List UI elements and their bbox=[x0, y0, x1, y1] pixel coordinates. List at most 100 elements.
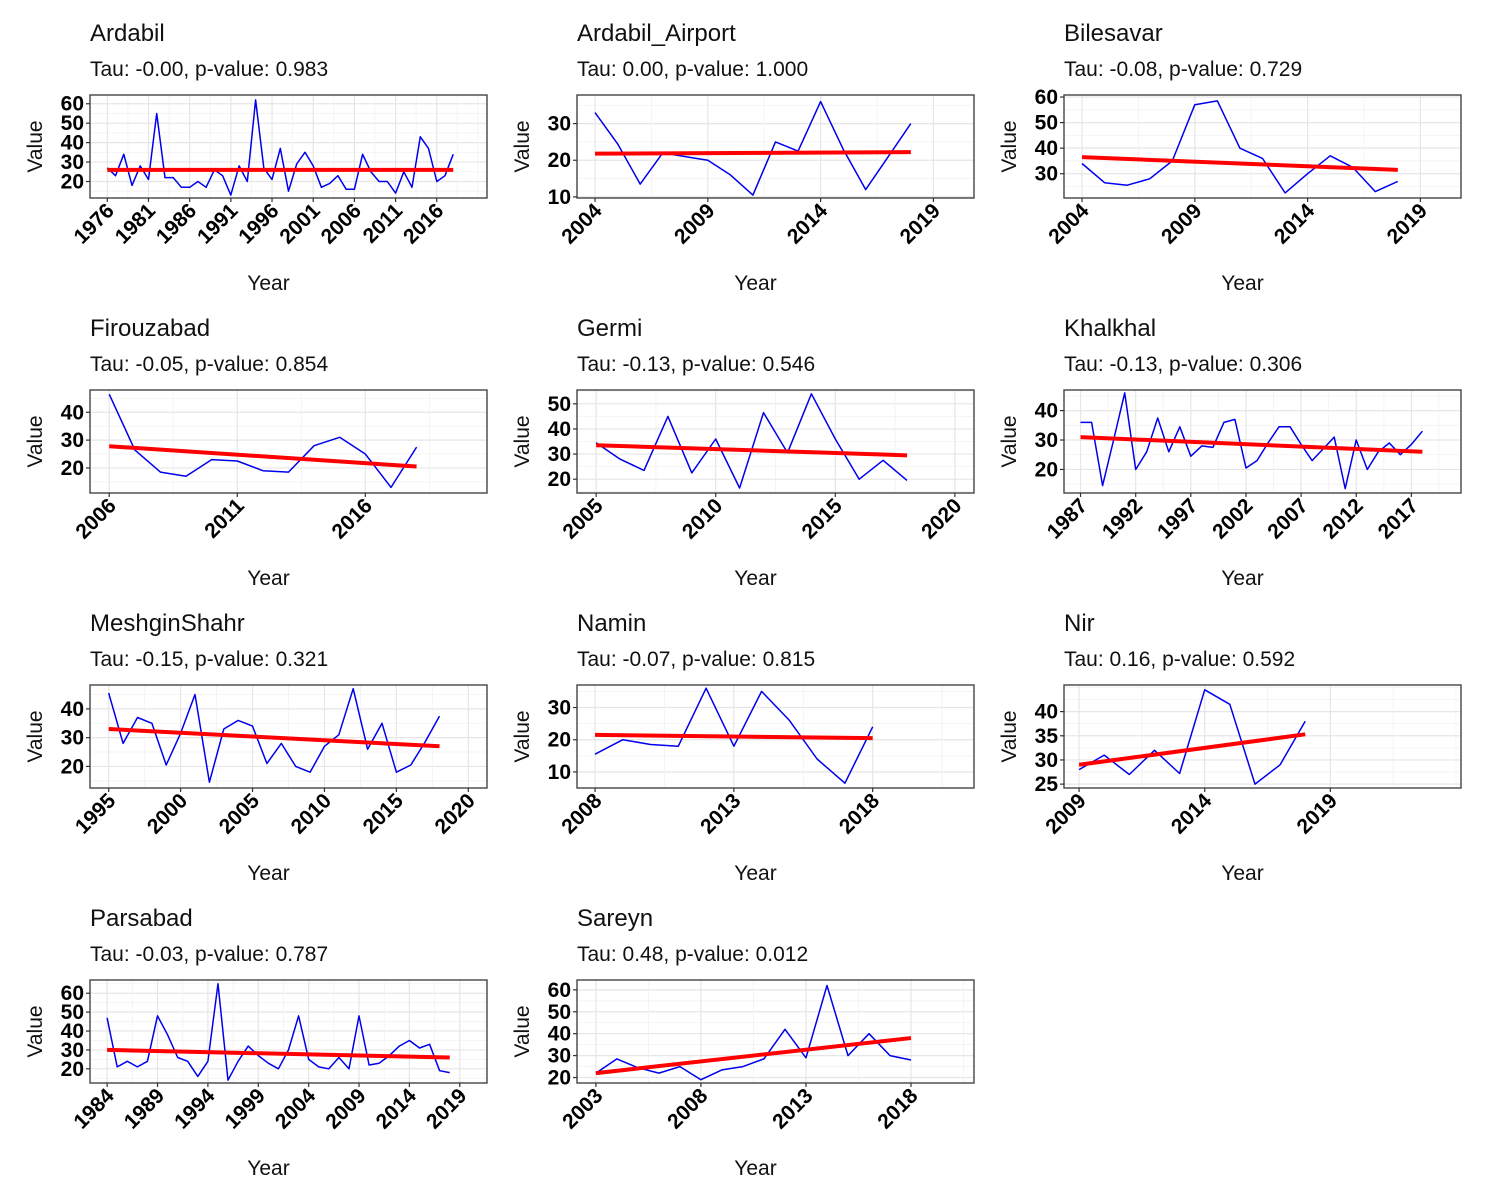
x-tick-label: 2009 bbox=[1041, 789, 1090, 838]
chart-subtitle: Tau: -0.13, p-value: 0.546 bbox=[577, 353, 816, 376]
gridlines bbox=[577, 980, 974, 1083]
value-series-line bbox=[1078, 689, 1306, 785]
y-tick-label: 50 bbox=[548, 393, 571, 416]
y-tick-label: 20 bbox=[61, 170, 84, 193]
y-axis-title: Value bbox=[24, 710, 47, 762]
x-axis: 2003 2008 2013 2018 bbox=[558, 1083, 923, 1134]
x-axis-title: Year bbox=[734, 862, 776, 885]
chart-subtitle: Tau: -0.15, p-value: 0.321 bbox=[90, 648, 329, 671]
x-tick-label: 1987 bbox=[1043, 494, 1092, 543]
chart-title: Ardabil bbox=[90, 20, 165, 47]
trend-line bbox=[1080, 435, 1423, 454]
y-axis: 10 20 30 bbox=[548, 697, 577, 784]
y-axis: 20 30 40 bbox=[1035, 400, 1064, 481]
plot-border bbox=[89, 684, 488, 789]
y-tick-label: 25 bbox=[1035, 773, 1059, 796]
y-axis: 20 30 40 bbox=[61, 698, 90, 778]
x-tick-label: 2010 bbox=[287, 789, 336, 838]
chart-panel-meshginshahr: MeshginShahr Tau: -0.15, p-value: 0.321 20… bbox=[0, 590, 488, 885]
trend-line bbox=[596, 443, 908, 458]
x-tick-label: 2014 bbox=[1167, 789, 1217, 839]
value-series-line bbox=[1080, 392, 1423, 490]
chart-subtitle: Tau: -0.00, p-value: 0.983 bbox=[90, 58, 329, 81]
plot-background bbox=[1064, 390, 1461, 493]
plot-border bbox=[576, 684, 975, 789]
chart-title: Ardabil_Airport bbox=[577, 20, 736, 47]
x-tick-label: 2011 bbox=[359, 199, 408, 248]
x-tick-label: 2005 bbox=[215, 789, 265, 839]
chart-subtitle: Tau: -0.07, p-value: 0.815 bbox=[577, 648, 816, 671]
chart-svg: 20 30 40 1995 2000 2005 2010 2015 2020 Year Value bbox=[24, 684, 488, 885]
y-axis-title: Value bbox=[24, 1005, 47, 1057]
y-tick-label: 40 bbox=[1035, 137, 1058, 160]
x-tick-label: 1999 bbox=[221, 1084, 270, 1133]
plot-border bbox=[576, 389, 975, 494]
y-tick-label: 30 bbox=[1035, 749, 1058, 772]
y-tick-label: 40 bbox=[1035, 400, 1058, 423]
gridlines bbox=[90, 390, 487, 493]
trend-line bbox=[595, 150, 911, 156]
x-axis: 2009 2014 2019 bbox=[1041, 788, 1342, 839]
chart-svg: 10 20 30 2008 2013 2018 Year Value bbox=[511, 684, 975, 885]
chart-title: Sareyn bbox=[577, 905, 654, 932]
y-axis-title: Value bbox=[998, 120, 1021, 172]
chart-panel-nir: Nir Tau: 0.16, p-value: 0.592 25 30 35 40 2009… bbox=[974, 590, 1462, 885]
plot-background bbox=[90, 95, 487, 198]
plot-background bbox=[577, 95, 974, 198]
gridlines bbox=[577, 95, 974, 198]
x-tick-label: 2015 bbox=[798, 494, 848, 544]
x-axis: 2006 2011 2016 bbox=[71, 493, 377, 544]
y-tick-label: 20 bbox=[548, 149, 571, 172]
y-tick-label: 35 bbox=[1035, 725, 1059, 748]
x-axis-title: Year bbox=[247, 272, 289, 295]
value-points bbox=[107, 983, 450, 1081]
y-tick-label: 30 bbox=[548, 1045, 571, 1068]
x-tick-label: 2006 bbox=[317, 199, 366, 248]
x-axis: 1984 1989 1994 1999 2004 2009 2014 2019 bbox=[69, 1083, 471, 1134]
x-axis-title: Year bbox=[734, 567, 776, 590]
x-tick-label: 2014 bbox=[372, 1084, 422, 1134]
chart-svg: 20 30 40 1987 1992 1997 2002 2007 2012 2017 Year Va… bbox=[998, 389, 1462, 590]
chart-svg: 2030405060197619811986199119962001200620… bbox=[24, 93, 488, 295]
chart-panel-ardabil_airport: Ardabil_Airport Tau: 0.00, p-value: 1.000… bbox=[487, 0, 975, 295]
gridlines bbox=[1064, 685, 1461, 788]
chart-panel-bilesavar: Bilesavar Tau: -0.08, p-value: 0.729 30 40 5… bbox=[974, 0, 1462, 295]
y-tick-label: 10 bbox=[548, 761, 571, 784]
chart-subtitle: Tau: 0.16, p-value: 0.592 bbox=[1064, 648, 1296, 671]
y-tick-label: 40 bbox=[61, 1020, 84, 1043]
x-axis: 2008 2013 2018 bbox=[557, 788, 884, 839]
y-tick-label: 40 bbox=[548, 418, 571, 441]
value-series-line bbox=[107, 687, 441, 783]
y-tick-label: 10 bbox=[548, 186, 571, 209]
x-tick-label: 2005 bbox=[558, 494, 608, 544]
chart-subtitle: Tau: -0.05, p-value: 0.854 bbox=[90, 353, 329, 376]
x-tick-label: 2019 bbox=[1383, 199, 1432, 248]
x-tick-label: 2020 bbox=[431, 789, 480, 838]
chart-title: Khalkhal bbox=[1064, 315, 1157, 342]
x-tick-label: 1995 bbox=[71, 789, 121, 839]
y-axis: 10 20 30 bbox=[548, 113, 577, 209]
chart-title: MeshginShahr bbox=[90, 610, 245, 637]
y-tick-label: 30 bbox=[1035, 429, 1058, 452]
x-tick-label: 2014 bbox=[1270, 199, 1320, 249]
trend-line bbox=[1078, 732, 1306, 767]
x-tick-label: 2010 bbox=[678, 494, 727, 543]
y-tick-label: 30 bbox=[548, 113, 571, 136]
y-tick-label: 30 bbox=[548, 697, 571, 720]
y-axis-title: Value bbox=[998, 710, 1021, 762]
y-tick-label: 50 bbox=[61, 1001, 84, 1024]
y-tick-label: 20 bbox=[1035, 458, 1058, 481]
x-tick-label: 2019 bbox=[896, 199, 945, 248]
plot-border bbox=[89, 389, 488, 494]
y-tick-label: 40 bbox=[61, 698, 84, 721]
value-points bbox=[594, 688, 873, 784]
x-axis-title: Year bbox=[247, 1157, 289, 1180]
x-tick-label: 1994 bbox=[170, 1084, 220, 1134]
x-tick-label: 2009 bbox=[670, 199, 719, 248]
y-axis-title: Value bbox=[998, 415, 1021, 467]
